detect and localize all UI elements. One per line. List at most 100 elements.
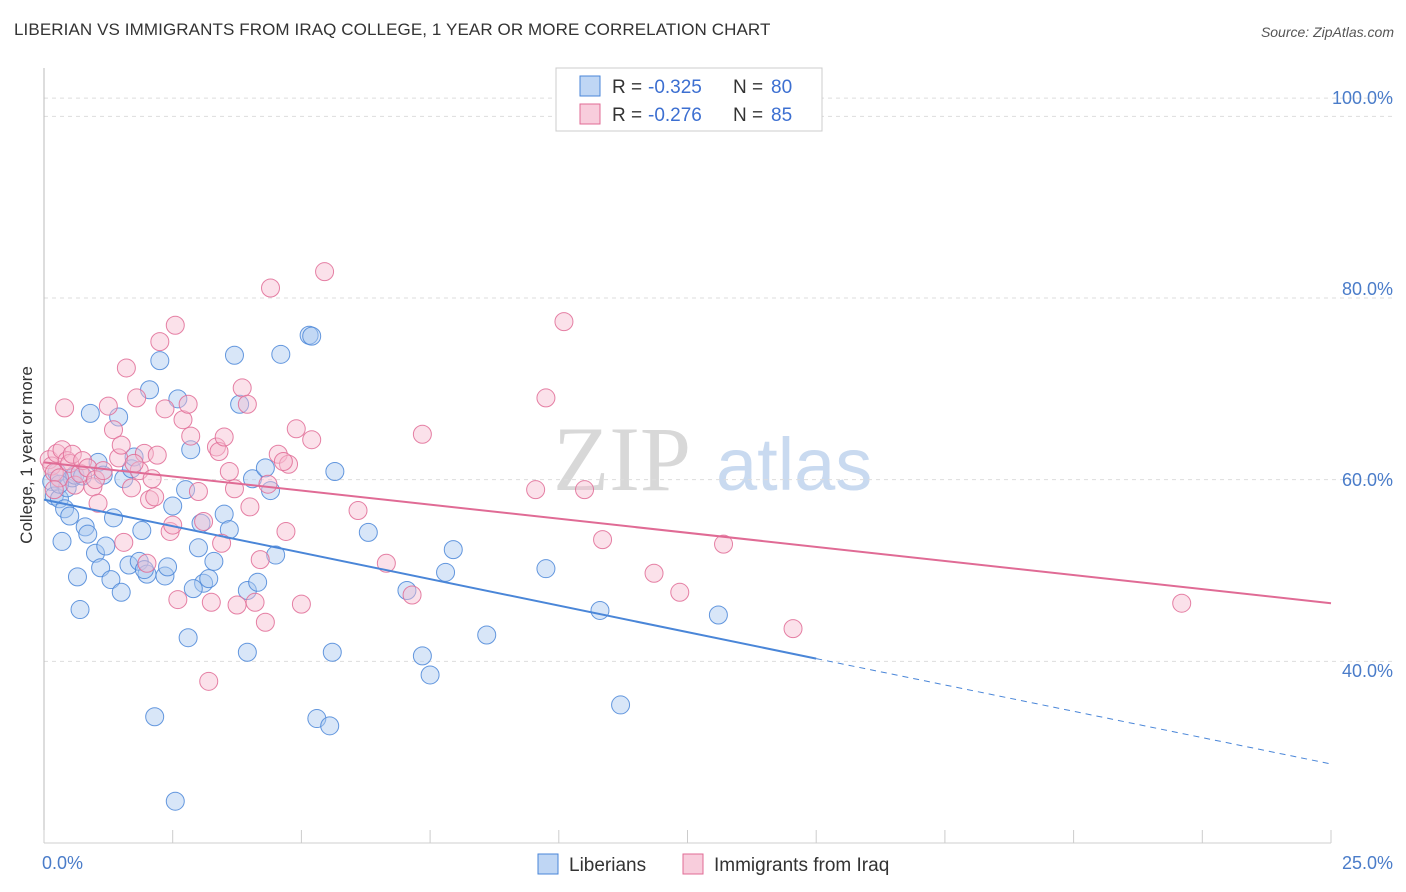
liberian-point (178, 628, 198, 648)
iraq-point (178, 394, 198, 414)
iraq-point (212, 533, 232, 553)
legend-n-label-2: N = (733, 105, 763, 126)
liberian-point (214, 504, 234, 524)
liberian-point (132, 521, 152, 541)
iraq-point (168, 590, 188, 610)
liberian-point (111, 582, 131, 602)
liberian-point (101, 570, 121, 590)
legend-r-label-1: R = (612, 77, 642, 98)
liberian-point (181, 440, 201, 460)
iraq-point (526, 480, 546, 500)
liberian-point (536, 559, 556, 579)
y-tick-label-100: 100.0% (1332, 88, 1393, 108)
legend-r-label-2: R = (612, 105, 642, 126)
iraq-point (181, 426, 201, 446)
liberian-point (358, 522, 378, 542)
iraq-point (124, 453, 144, 473)
bottom-legend: Liberians Immigrants from Iraq (537, 853, 889, 876)
iraq-point (245, 592, 265, 612)
liberian-point (67, 567, 87, 587)
iraq-point (276, 521, 296, 541)
iraq-point (286, 419, 306, 439)
x-tick-label-0: 0.0% (42, 853, 83, 873)
bottom-legend-label-iraq: Immigrants from Iraq (714, 855, 889, 876)
iraq-point (103, 420, 123, 440)
iraq-point (315, 262, 335, 282)
liberian-point (165, 791, 185, 811)
watermark-atlas: atlas (716, 423, 872, 506)
source-label: Source: ZipAtlas.com (1260, 24, 1394, 40)
watermark-zip: ZIP (553, 408, 691, 510)
y-tick-label-80: 80.0% (1342, 279, 1393, 299)
iraq-point (644, 563, 664, 583)
liberian-point (237, 642, 257, 662)
series-liberians (42, 325, 728, 811)
iraq-point (199, 671, 219, 691)
iraq-point (258, 474, 278, 494)
liberian-point (320, 716, 340, 736)
liberian-point (60, 506, 80, 526)
liberian-point (145, 707, 165, 727)
liberian-point (78, 524, 98, 544)
iraq-point (93, 461, 113, 481)
liberian-point (163, 496, 183, 516)
liberian-point (302, 326, 322, 346)
iraq-point (165, 315, 185, 335)
iraq-point (273, 452, 293, 471)
trend-line-liberians-extension (816, 658, 1332, 765)
iraq-point (302, 430, 322, 450)
iraq-point (62, 444, 82, 464)
liberian-point (325, 461, 345, 481)
x-tick-label-25: 25.0% (1342, 853, 1393, 873)
liberian-point (96, 536, 116, 556)
y-tick-label-40: 40.0% (1342, 661, 1393, 681)
iraq-point (188, 481, 208, 501)
iraq-point (88, 493, 108, 513)
legend-box: R = -0.325 N = 80 R = -0.276 N = 85 (555, 67, 823, 132)
trend-line-iraq (43, 461, 1332, 605)
liberian-point (199, 569, 219, 589)
liberian-point (150, 351, 170, 371)
liberian-point (477, 625, 497, 645)
iraq-point (593, 530, 613, 550)
iraq-point (376, 553, 396, 573)
liberian-point (590, 600, 610, 620)
iraq-point (214, 427, 234, 447)
iraq-point (250, 550, 270, 570)
iraq-point (114, 532, 134, 552)
y-axis-label: College, 1 year or more (17, 366, 36, 544)
legend-swatch-iraq (579, 103, 601, 125)
iraq-point (402, 585, 422, 605)
liberian-point (248, 572, 268, 592)
iraq-point (140, 490, 160, 510)
legend-n-value-2: 85 (771, 105, 792, 126)
iraq-point (44, 480, 64, 500)
iraq-point (237, 394, 257, 414)
liberian-point (443, 540, 463, 560)
iraq-point (109, 448, 129, 468)
iraq-point (209, 442, 229, 462)
liberian-point (708, 605, 728, 625)
liberian-point (611, 695, 631, 715)
iraq-point (147, 445, 167, 465)
x-tick-marks (43, 830, 1332, 843)
iraq-point (122, 478, 142, 498)
liberian-point (49, 474, 69, 494)
liberian-point (224, 345, 244, 365)
iraq-point (575, 480, 595, 500)
iraq-point (47, 443, 67, 463)
liberian-point (230, 394, 250, 414)
legend-n-value-1: 80 (771, 77, 792, 98)
liberian-point (420, 665, 440, 685)
liberian-point (266, 545, 286, 565)
liberian-point (80, 403, 100, 423)
iraq-point (232, 378, 252, 398)
iraq-point (111, 435, 131, 455)
iraq-point (291, 594, 311, 614)
iraq-point (155, 399, 175, 419)
iraq-point (194, 511, 214, 531)
legend-r-value-2: -0.276 (648, 105, 702, 126)
y-tick-label-60: 60.0% (1342, 470, 1393, 490)
iraq-point (536, 388, 556, 408)
